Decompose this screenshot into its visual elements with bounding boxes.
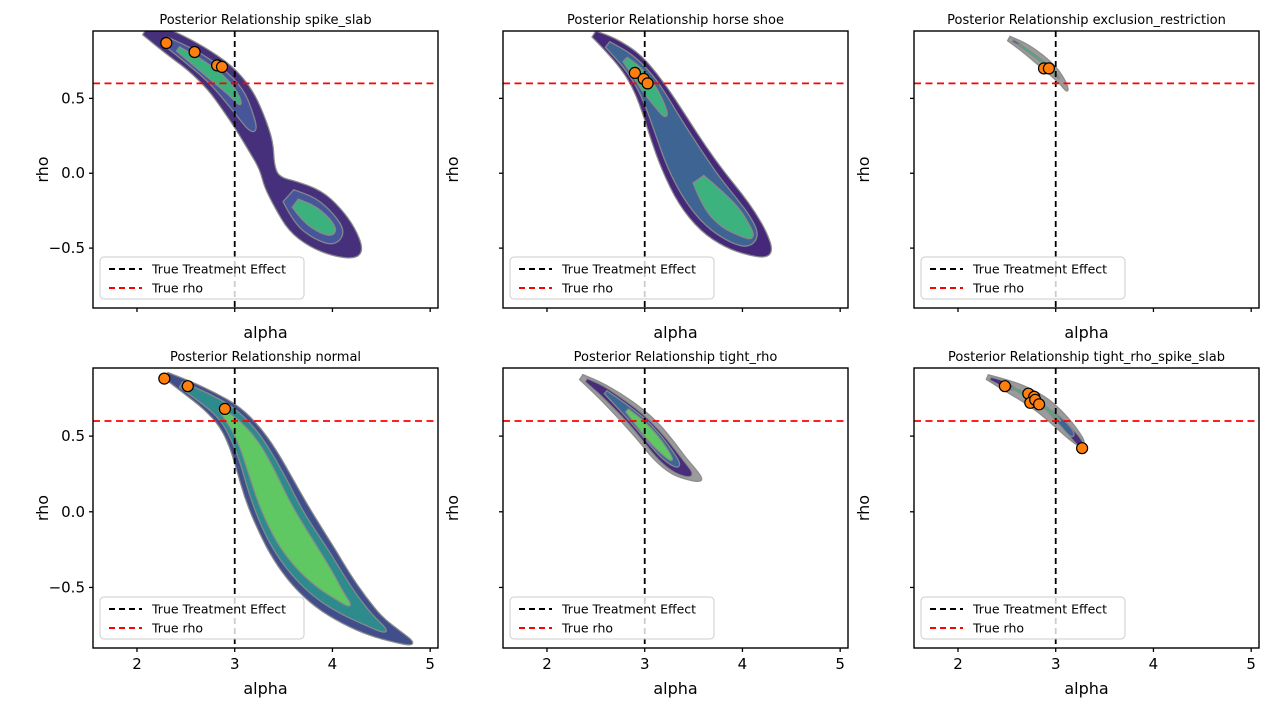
scatter-point bbox=[998, 380, 1012, 393]
legend-box bbox=[509, 596, 715, 640]
subplot-normal: 2 3 4 5 0.5 0.0 −0.5 Posterior Relationship nor… bbox=[33, 350, 439, 698]
x-tick-label: 3 bbox=[1051, 655, 1061, 673]
legend-box bbox=[509, 256, 715, 300]
subplot-horse_shoe: Posterior Relationship horse shoe alpha rh… bbox=[443, 13, 849, 342]
x-tick-label: 5 bbox=[1246, 655, 1256, 673]
y-tick-label: 0.5 bbox=[61, 89, 85, 107]
subplot-title: Posterior Relationship horse shoe bbox=[567, 13, 784, 28]
x-tick-label: 4 bbox=[1149, 655, 1159, 673]
legend-item-label: True rho bbox=[151, 281, 203, 296]
subplot-title: Posterior Relationship normal bbox=[170, 350, 361, 365]
contour-bands bbox=[163, 371, 414, 646]
subplot-spike_slab: 0.5 0.0 −0.5 Posterior Relationship spike_s… bbox=[33, 13, 439, 342]
legend: True Treatment Effect True rho bbox=[920, 256, 1126, 300]
legend-item-label: True rho bbox=[561, 621, 613, 636]
contour-bands bbox=[1006, 35, 1069, 92]
x-tick-label: 4 bbox=[738, 655, 748, 673]
scatter-point bbox=[181, 380, 194, 393]
x-axis-label: alpha bbox=[1064, 323, 1108, 342]
legend-item-label: True Treatment Effect bbox=[561, 602, 696, 617]
x-tick-label: 3 bbox=[640, 655, 650, 673]
legend-item-label: True Treatment Effect bbox=[561, 262, 696, 277]
scatter-point bbox=[1075, 442, 1089, 455]
y-axis-label: rho bbox=[443, 156, 462, 182]
x-tick-label: 4 bbox=[328, 655, 338, 673]
x-tick-label: 5 bbox=[425, 655, 435, 673]
legend-item-label: True Treatment Effect bbox=[151, 602, 286, 617]
legend-box bbox=[920, 596, 1126, 640]
x-axis-label: alpha bbox=[243, 679, 287, 698]
x-axis-label: alpha bbox=[243, 323, 287, 342]
subplot-tight_rho: 2 3 4 5 Posterior Relationship tight_rhoalph… bbox=[443, 350, 849, 698]
y-tick-label: −0.5 bbox=[49, 239, 85, 257]
y-tick-label: 0.0 bbox=[61, 503, 85, 521]
subplot-title: Posterior Relationship tight_rho bbox=[574, 350, 778, 365]
axes-frame bbox=[92, 30, 439, 309]
legend-item-label: True Treatment Effect bbox=[972, 602, 1107, 617]
contour-band-horse_shoe-3 bbox=[692, 174, 754, 240]
legend-item-label: True Treatment Effect bbox=[151, 262, 286, 277]
x-tick-label: 2 bbox=[953, 655, 963, 673]
y-axis-label: rho bbox=[854, 495, 873, 521]
contour-band-tight_rho-3 bbox=[624, 408, 674, 462]
x-tick-label: 3 bbox=[230, 655, 240, 673]
legend-box bbox=[99, 256, 305, 300]
subplot-title: Posterior Relationship spike_slab bbox=[159, 13, 371, 28]
legend: True Treatment Effect True rho bbox=[99, 256, 305, 300]
legend-box bbox=[920, 256, 1126, 300]
contour-bands bbox=[141, 31, 363, 259]
legend-item-label: True rho bbox=[972, 621, 1024, 636]
y-axis-label: rho bbox=[443, 495, 462, 521]
subplot-title: Posterior Relationship exclusion_restric… bbox=[947, 13, 1226, 28]
contour-band-spike_slab-4 bbox=[291, 198, 337, 236]
contour-bands bbox=[578, 373, 703, 482]
contour-bands bbox=[985, 374, 1085, 448]
y-axis-label: rho bbox=[854, 156, 873, 182]
legend: True Treatment Effect True rho bbox=[99, 596, 305, 640]
scatter-point bbox=[218, 402, 231, 415]
subplot-tight_rho_spike_slab: 2 3 4 5 Posterior Relationship tight_rho_spi… bbox=[854, 350, 1260, 698]
x-axis-label: alpha bbox=[653, 323, 697, 342]
scatter-point bbox=[188, 45, 201, 59]
y-axis-label: rho bbox=[33, 156, 52, 182]
scatter-point bbox=[641, 77, 654, 90]
x-axis-label: alpha bbox=[1064, 679, 1108, 698]
scatter-point bbox=[158, 372, 171, 385]
y-tick-label: −0.5 bbox=[49, 578, 85, 596]
scatter-point bbox=[628, 66, 642, 80]
legend-box bbox=[99, 596, 305, 640]
y-tick-label: 0.5 bbox=[61, 427, 85, 445]
x-tick-label: 2 bbox=[132, 655, 142, 673]
scatter-point bbox=[160, 36, 173, 50]
contour-band-normal-2 bbox=[217, 406, 352, 607]
axes-frame bbox=[913, 30, 1260, 309]
legend-item-label: True rho bbox=[151, 621, 203, 636]
y-axis-label: rho bbox=[33, 495, 52, 521]
legend: True Treatment Effect True rho bbox=[920, 596, 1126, 640]
axes-frame bbox=[913, 367, 1260, 649]
subplot-exclusion_restriction: Posterior Relationship exclusion_restric… bbox=[854, 13, 1260, 342]
contour-bands bbox=[591, 31, 773, 258]
legend-item-label: True Treatment Effect bbox=[972, 262, 1107, 277]
scatter-point bbox=[1042, 62, 1056, 75]
scatter-point bbox=[1032, 398, 1046, 411]
legend: True Treatment Effect True rho bbox=[509, 596, 715, 640]
x-tick-label: 2 bbox=[542, 655, 552, 673]
axes-frame bbox=[92, 367, 439, 649]
subplot-title: Posterior Relationship tight_rho_spike_s… bbox=[948, 350, 1225, 365]
y-tick-label: 0.0 bbox=[61, 164, 85, 182]
legend-item-label: True rho bbox=[972, 281, 1024, 296]
axes-frame bbox=[502, 367, 849, 649]
axes-frame bbox=[502, 30, 849, 309]
legend: True Treatment Effect True rho bbox=[509, 256, 715, 300]
x-axis-label: alpha bbox=[653, 679, 697, 698]
x-tick-label: 5 bbox=[835, 655, 845, 673]
legend-item-label: True rho bbox=[561, 281, 613, 296]
scatter-point bbox=[215, 60, 229, 74]
